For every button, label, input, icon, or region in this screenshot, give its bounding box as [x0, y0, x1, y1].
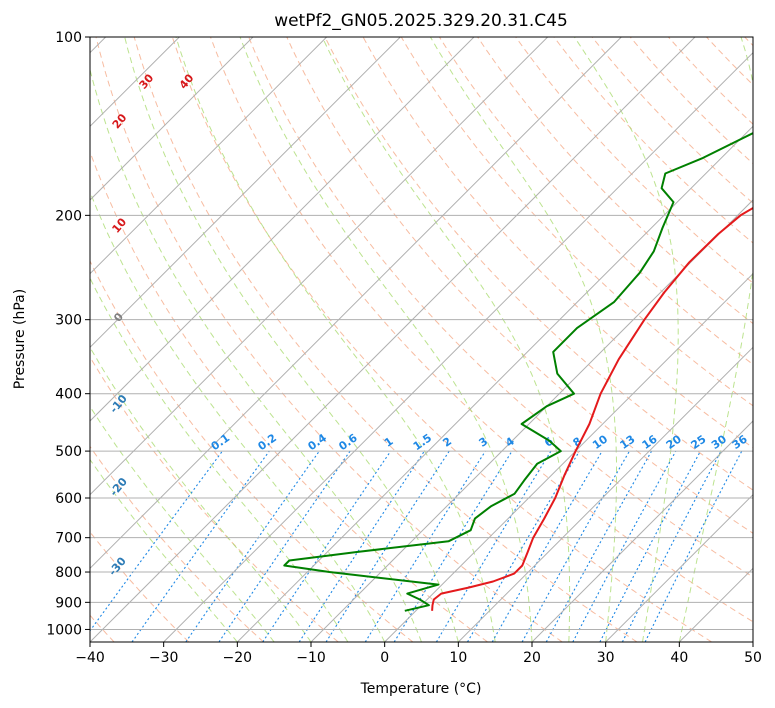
moist-adiabat-line [573, 37, 679, 642]
moist-adiabat-line [175, 37, 496, 642]
x-tick-label: 0 [380, 650, 389, 666]
isotherm-line [605, 493, 753, 642]
mixing-ratio-line [467, 450, 580, 642]
isotherm-line [457, 346, 753, 642]
dry-adiabat-line [171, 37, 712, 642]
moist-adiabat-line [90, 405, 275, 642]
dry-adiabat-line [133, 37, 638, 642]
plot-frame [89, 36, 754, 643]
moist-adiabat-line [90, 458, 238, 642]
x-tick-label: −30 [149, 650, 179, 666]
mixing-ratio-line [185, 450, 320, 642]
moist-adiabat-line [239, 37, 533, 642]
x-tick-label: 10 [449, 650, 467, 666]
x-axis: −40 −30 −20 −10 0 10 20 30 40 50 [75, 642, 762, 666]
y-tick-label: 900 [55, 595, 82, 611]
mixing-ratio-line [262, 450, 392, 642]
y-tick-label: 600 [55, 491, 82, 507]
moist-adiabats [90, 37, 753, 642]
y-tick-label: 1000 [46, 622, 82, 638]
isotherm-line [531, 420, 753, 642]
moist-adiabat-line [321, 37, 571, 642]
moist-adiabat-line [90, 276, 349, 642]
mixing-ratio-line [325, 450, 450, 642]
y-tick-label: 800 [55, 565, 82, 581]
y-tick-label: 700 [55, 531, 82, 547]
isotherm-line [163, 51, 753, 642]
profiles [283, 132, 753, 612]
y-tick-label: 400 [55, 387, 82, 403]
x-tick-label: −10 [296, 650, 326, 666]
mixing-ratio-line [435, 450, 552, 642]
x-tick-label: −20 [223, 650, 253, 666]
dry-adiabat-line [324, 37, 753, 491]
y-axis: 1000 900 800 700 600 500 400 300 200 100 [46, 30, 90, 638]
x-tick-label: −40 [75, 650, 105, 666]
dry-adiabat-line [90, 445, 264, 642]
moist-adiabat-line [124, 37, 459, 642]
x-axis-label: Temperature (°C) [360, 681, 482, 697]
mixing-ratio-line [298, 450, 425, 642]
dry-adiabat-line [95, 37, 563, 642]
y-tick-label: 500 [55, 444, 82, 460]
mixing-ratio-line [364, 450, 486, 642]
moist-adiabat-line [678, 37, 753, 642]
moist-adiabat-line [90, 190, 386, 642]
isotherm-line [90, 37, 622, 570]
isotherm-line [90, 37, 328, 275]
isotherm-line [90, 37, 475, 422]
moist-adiabat-line [429, 37, 617, 642]
mixing-ratio-line [218, 450, 351, 642]
x-tick-label: 20 [523, 650, 541, 666]
isotherm-line [90, 37, 549, 496]
mixing-ratio-line [599, 450, 701, 642]
chart-title: wetPf2_GN05.2025.329.20.31.C45 [274, 11, 568, 31]
x-tick-label: 50 [744, 650, 762, 666]
dry-adiabat-line [515, 37, 753, 284]
dry-adiabat-line [90, 259, 414, 642]
dewpoint-profile-line [283, 132, 753, 612]
mixing-ratio-line [545, 450, 653, 642]
isobars-grid [90, 37, 753, 630]
dry-adiabat-line [286, 37, 753, 534]
y-tick-label: 300 [55, 313, 82, 329]
temperature-profile-line [431, 206, 753, 611]
isotherm-line [310, 199, 753, 642]
isotherm-line [90, 37, 696, 642]
y-tick-label: 200 [55, 208, 82, 224]
y-tick-label: 100 [55, 30, 82, 46]
isotherm-line [90, 37, 401, 349]
isotherms-grid [90, 37, 753, 642]
isotherm-line [90, 37, 254, 201]
dry-adiabat-line [248, 37, 753, 578]
mixing-ratio-line [572, 450, 677, 642]
x-tick-label: 40 [670, 650, 688, 666]
x-tick-label: 30 [597, 650, 615, 666]
moist-adiabat-line [90, 67, 422, 642]
y-axis-label: Pressure (hPa) [12, 289, 28, 389]
isotherm-line [384, 272, 753, 642]
